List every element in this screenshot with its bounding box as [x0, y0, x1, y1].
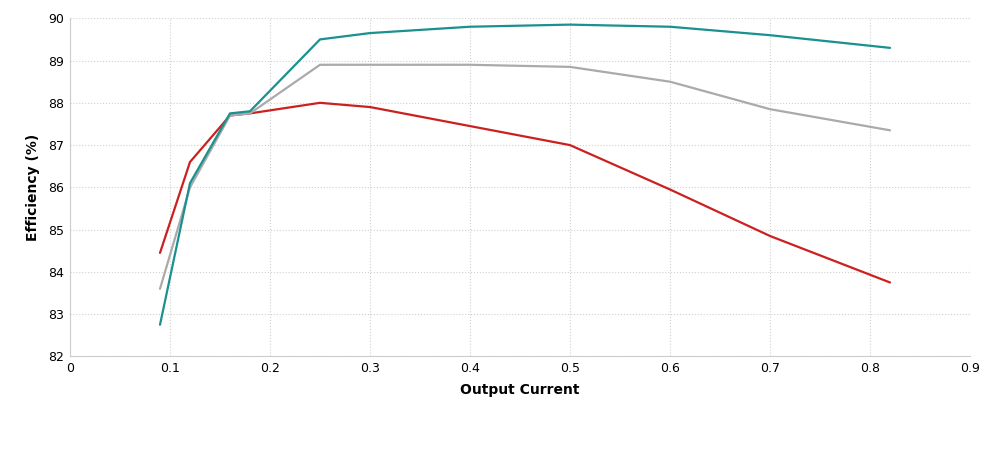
- Y-axis label: Efficiency (%): Efficiency (%): [26, 134, 40, 241]
- X-axis label: Output Current: Output Current: [460, 383, 580, 397]
